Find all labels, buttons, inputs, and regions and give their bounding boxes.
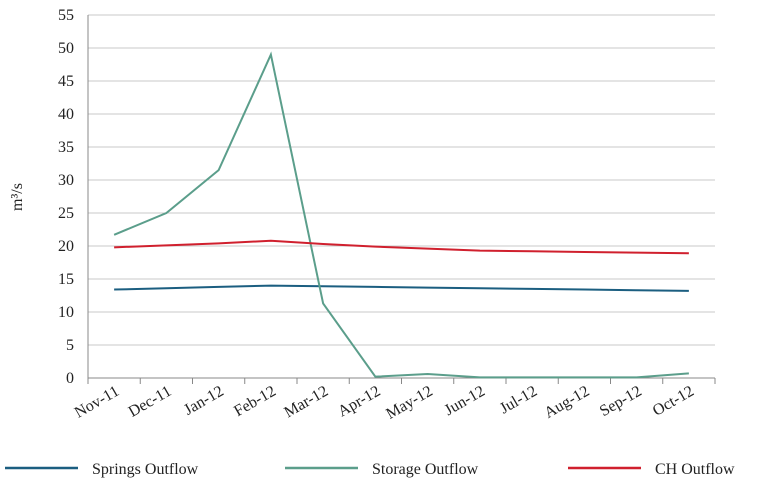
y-tick-label: 45: [58, 73, 74, 90]
y-tick-label: 30: [58, 172, 74, 189]
legend-label: Storage Outflow: [372, 461, 479, 478]
y-tick-label: 15: [58, 271, 74, 288]
legend-label: CH Outflow: [655, 461, 735, 478]
line-series: [113, 51, 689, 379]
y-tick-label: 50: [58, 40, 74, 57]
x-tick-label: Aug-12: [542, 383, 593, 422]
x-tick-label: Jun-12: [442, 383, 488, 420]
y-tick-label: 20: [58, 238, 74, 255]
y-tick-label: 40: [58, 106, 74, 123]
y-tick-label: 0: [66, 370, 74, 387]
x-tick-label: Oct-12: [650, 383, 697, 420]
y-tick-label: 35: [58, 139, 74, 156]
y-tick-label: 10: [58, 304, 74, 321]
line-series: [114, 239, 689, 255]
x-tick-label: Nov-11: [72, 383, 122, 422]
y-tick-label: 5: [66, 337, 74, 354]
x-tick-label: Apr-12: [335, 383, 383, 421]
x-tick-label: Jan-12: [181, 383, 226, 419]
x-tick-label: Jul-12: [497, 383, 540, 418]
x-tick-label: Sep-12: [597, 383, 645, 420]
x-tick-label: Feb-12: [231, 383, 279, 420]
legend-label: Springs Outflow: [92, 461, 199, 478]
x-tick-label: Dec-11: [126, 383, 175, 421]
line-series: [114, 284, 689, 292]
x-tick-label: May-12: [383, 383, 435, 423]
y-tick-label: 55: [58, 7, 74, 24]
x-tick-label: Mar-12: [281, 383, 331, 422]
y-tick-label: 25: [58, 205, 74, 222]
y-axis-label: m³/s: [9, 183, 26, 211]
